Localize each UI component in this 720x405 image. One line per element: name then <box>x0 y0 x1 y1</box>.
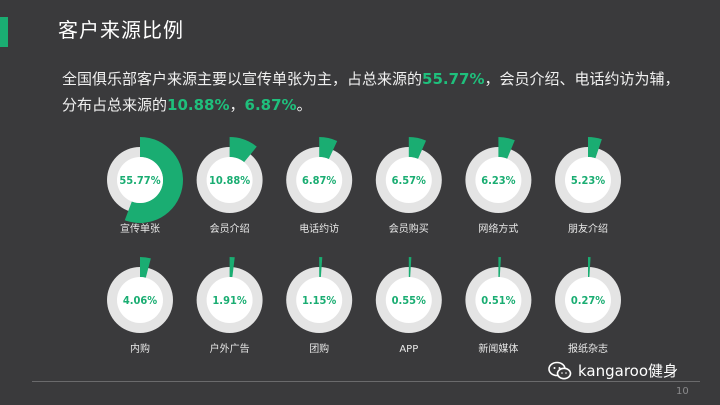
summary-highlight-2: 10.88% <box>167 96 230 114</box>
summary-highlight-3: 6.87% <box>244 96 297 114</box>
pie-center <box>206 277 253 323</box>
pie-6: 5.23% 朋友介绍 <box>555 137 621 235</box>
pie-7: 4.06% 内购 <box>107 257 173 355</box>
footer-divider <box>32 381 700 382</box>
pie-category-label: 会员介绍 <box>210 222 250 235</box>
watermark-text: kangaroo健身 <box>578 362 679 380</box>
pie-3: 6.87% 电话约访 <box>286 137 353 235</box>
pie-center <box>385 157 432 203</box>
pie-center <box>475 277 522 323</box>
pie-center <box>117 157 163 203</box>
wechat-icon <box>548 361 572 379</box>
pie-slice <box>124 137 184 223</box>
summary-highlight-1: 55.77% <box>422 70 485 88</box>
watermark: kangaroo健身 <box>548 360 678 381</box>
pie-5: 6.23% 网络方式 <box>465 137 532 235</box>
pie-category-label: 网络方式 <box>478 222 518 235</box>
pie-center <box>206 157 253 203</box>
pie-value-label: 5.23% <box>571 174 605 187</box>
pie-category-label: 新闻媒体 <box>478 342 518 355</box>
pie-category-label: 内购 <box>130 342 150 355</box>
pie-category-label: 宣传单张 <box>120 222 160 235</box>
pie-value-label: 55.77% <box>119 174 160 187</box>
pie-value-label: 1.91% <box>212 294 246 307</box>
pie-center <box>117 277 163 323</box>
pie-category-label: 电话约访 <box>299 222 339 235</box>
summary-line1-prefix: 全国俱乐部客户来源主要以宣传单张为主，占总来源的 <box>62 70 423 88</box>
summary-line2-sep: ， <box>229 96 245 114</box>
pie-center <box>565 157 611 203</box>
pie-value-label: 0.51% <box>481 294 515 307</box>
pie-category-label: 会员购买 <box>389 222 429 235</box>
pie-slice <box>140 257 151 278</box>
pie-slice <box>229 137 257 163</box>
pie-value-label: 0.55% <box>392 294 426 307</box>
pie-slice <box>498 137 515 159</box>
pie-value-label: 4.06% <box>123 294 157 307</box>
pie-8: 1.91% 户外广告 <box>196 257 263 355</box>
pie-4: 6.57% 会员购买 <box>375 137 442 235</box>
pie-value-label: 6.57% <box>392 174 426 187</box>
pie-1: 55.77% 宣传单张 <box>107 137 184 235</box>
pie-category-label: 报纸杂志 <box>568 342 608 355</box>
pie-value-label: 6.23% <box>481 174 515 187</box>
pie-category-label: APP <box>399 344 418 355</box>
page-title: 客户来源比例 <box>58 18 184 42</box>
pie-value-label: 6.87% <box>302 174 336 187</box>
pie-slice <box>408 137 427 159</box>
summary-line2-prefix: 分布占总来源的 <box>62 96 168 114</box>
pie-2: 10.88% 会员介绍 <box>196 137 263 235</box>
summary-line1-suffix: ，会员介绍、电话约访为辅， <box>484 70 680 88</box>
pie-center <box>475 157 522 203</box>
pie-center <box>385 277 432 323</box>
pie-center <box>296 157 343 203</box>
pie-slice <box>588 137 602 159</box>
pie-10: 0.55% APP <box>375 257 442 355</box>
pie-slice <box>588 257 591 278</box>
pie-9: 1.15% 团购 <box>286 257 353 355</box>
pie-slice <box>229 257 235 278</box>
pie-12: 0.27% 报纸杂志 <box>555 257 621 355</box>
pie-value-label: 0.27% <box>571 294 605 307</box>
summary-text: 全国俱乐部客户来源主要以宣传单张为主，占总来源的55.77%，会员介绍、电话约访… <box>62 66 702 118</box>
pie-slice <box>498 257 501 278</box>
pie-category-label: 团购 <box>309 342 329 355</box>
pie-slice <box>319 137 338 160</box>
pie-center <box>565 277 611 323</box>
pie-category-label: 朋友介绍 <box>568 222 608 235</box>
summary-line2-suffix: 。 <box>296 96 312 114</box>
pie-value-label: 10.88% <box>209 174 250 187</box>
pie-center <box>296 277 343 323</box>
pie-slice <box>408 257 412 278</box>
pie-value-label: 1.15% <box>302 294 336 307</box>
pie-category-label: 户外广告 <box>210 342 250 355</box>
page-number: 10 <box>676 386 689 397</box>
pie-slice <box>319 257 323 278</box>
pie-11: 0.51% 新闻媒体 <box>465 257 532 355</box>
title-accent-bar <box>0 17 8 47</box>
